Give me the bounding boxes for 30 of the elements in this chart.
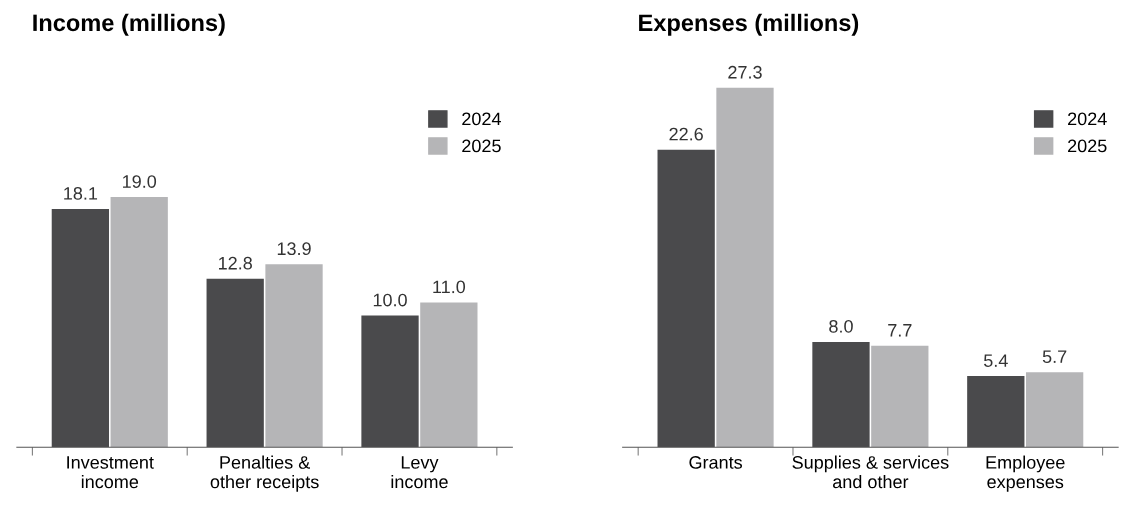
legend-label: 2024 <box>1068 112 1107 126</box>
x-tick-label: Supplies & services and other <box>792 455 949 489</box>
data-label: 11.0 <box>433 280 466 294</box>
bar <box>265 264 323 448</box>
data-label: 12.8 <box>219 256 252 270</box>
chart-title: Expenses (millions) <box>639 13 859 36</box>
data-label: 22.6 <box>669 127 703 141</box>
data-label: 19.0 <box>123 175 157 188</box>
data-label: 5.4 <box>983 354 1008 367</box>
data-label: 18.1 <box>64 186 98 200</box>
data-label: 7.7 <box>888 324 912 337</box>
data-label: 10.0 <box>373 293 407 307</box>
data-label: 5.7 <box>1042 350 1067 364</box>
x-tick-label: Investment income <box>67 456 154 489</box>
x-tick-label: Penalties & other receipts <box>210 455 319 492</box>
chart-title: Income (millions) <box>33 13 225 36</box>
data-label: 27.3 <box>728 65 762 79</box>
bar <box>871 345 929 448</box>
bar <box>716 87 774 448</box>
legend-label: 2025 <box>1068 139 1107 153</box>
legend-label: 2024 <box>462 112 501 126</box>
data-label: 13.9 <box>277 242 311 256</box>
x-tick-label: Levy income <box>391 456 448 489</box>
x-tick-label: Grants <box>689 456 743 469</box>
bar <box>110 197 168 448</box>
legend-label: 2025 <box>462 139 501 153</box>
x-tick-label: Employee expenses <box>986 455 1065 492</box>
bar <box>420 302 478 448</box>
bar <box>1026 372 1084 448</box>
data-label: 8.0 <box>829 319 853 333</box>
